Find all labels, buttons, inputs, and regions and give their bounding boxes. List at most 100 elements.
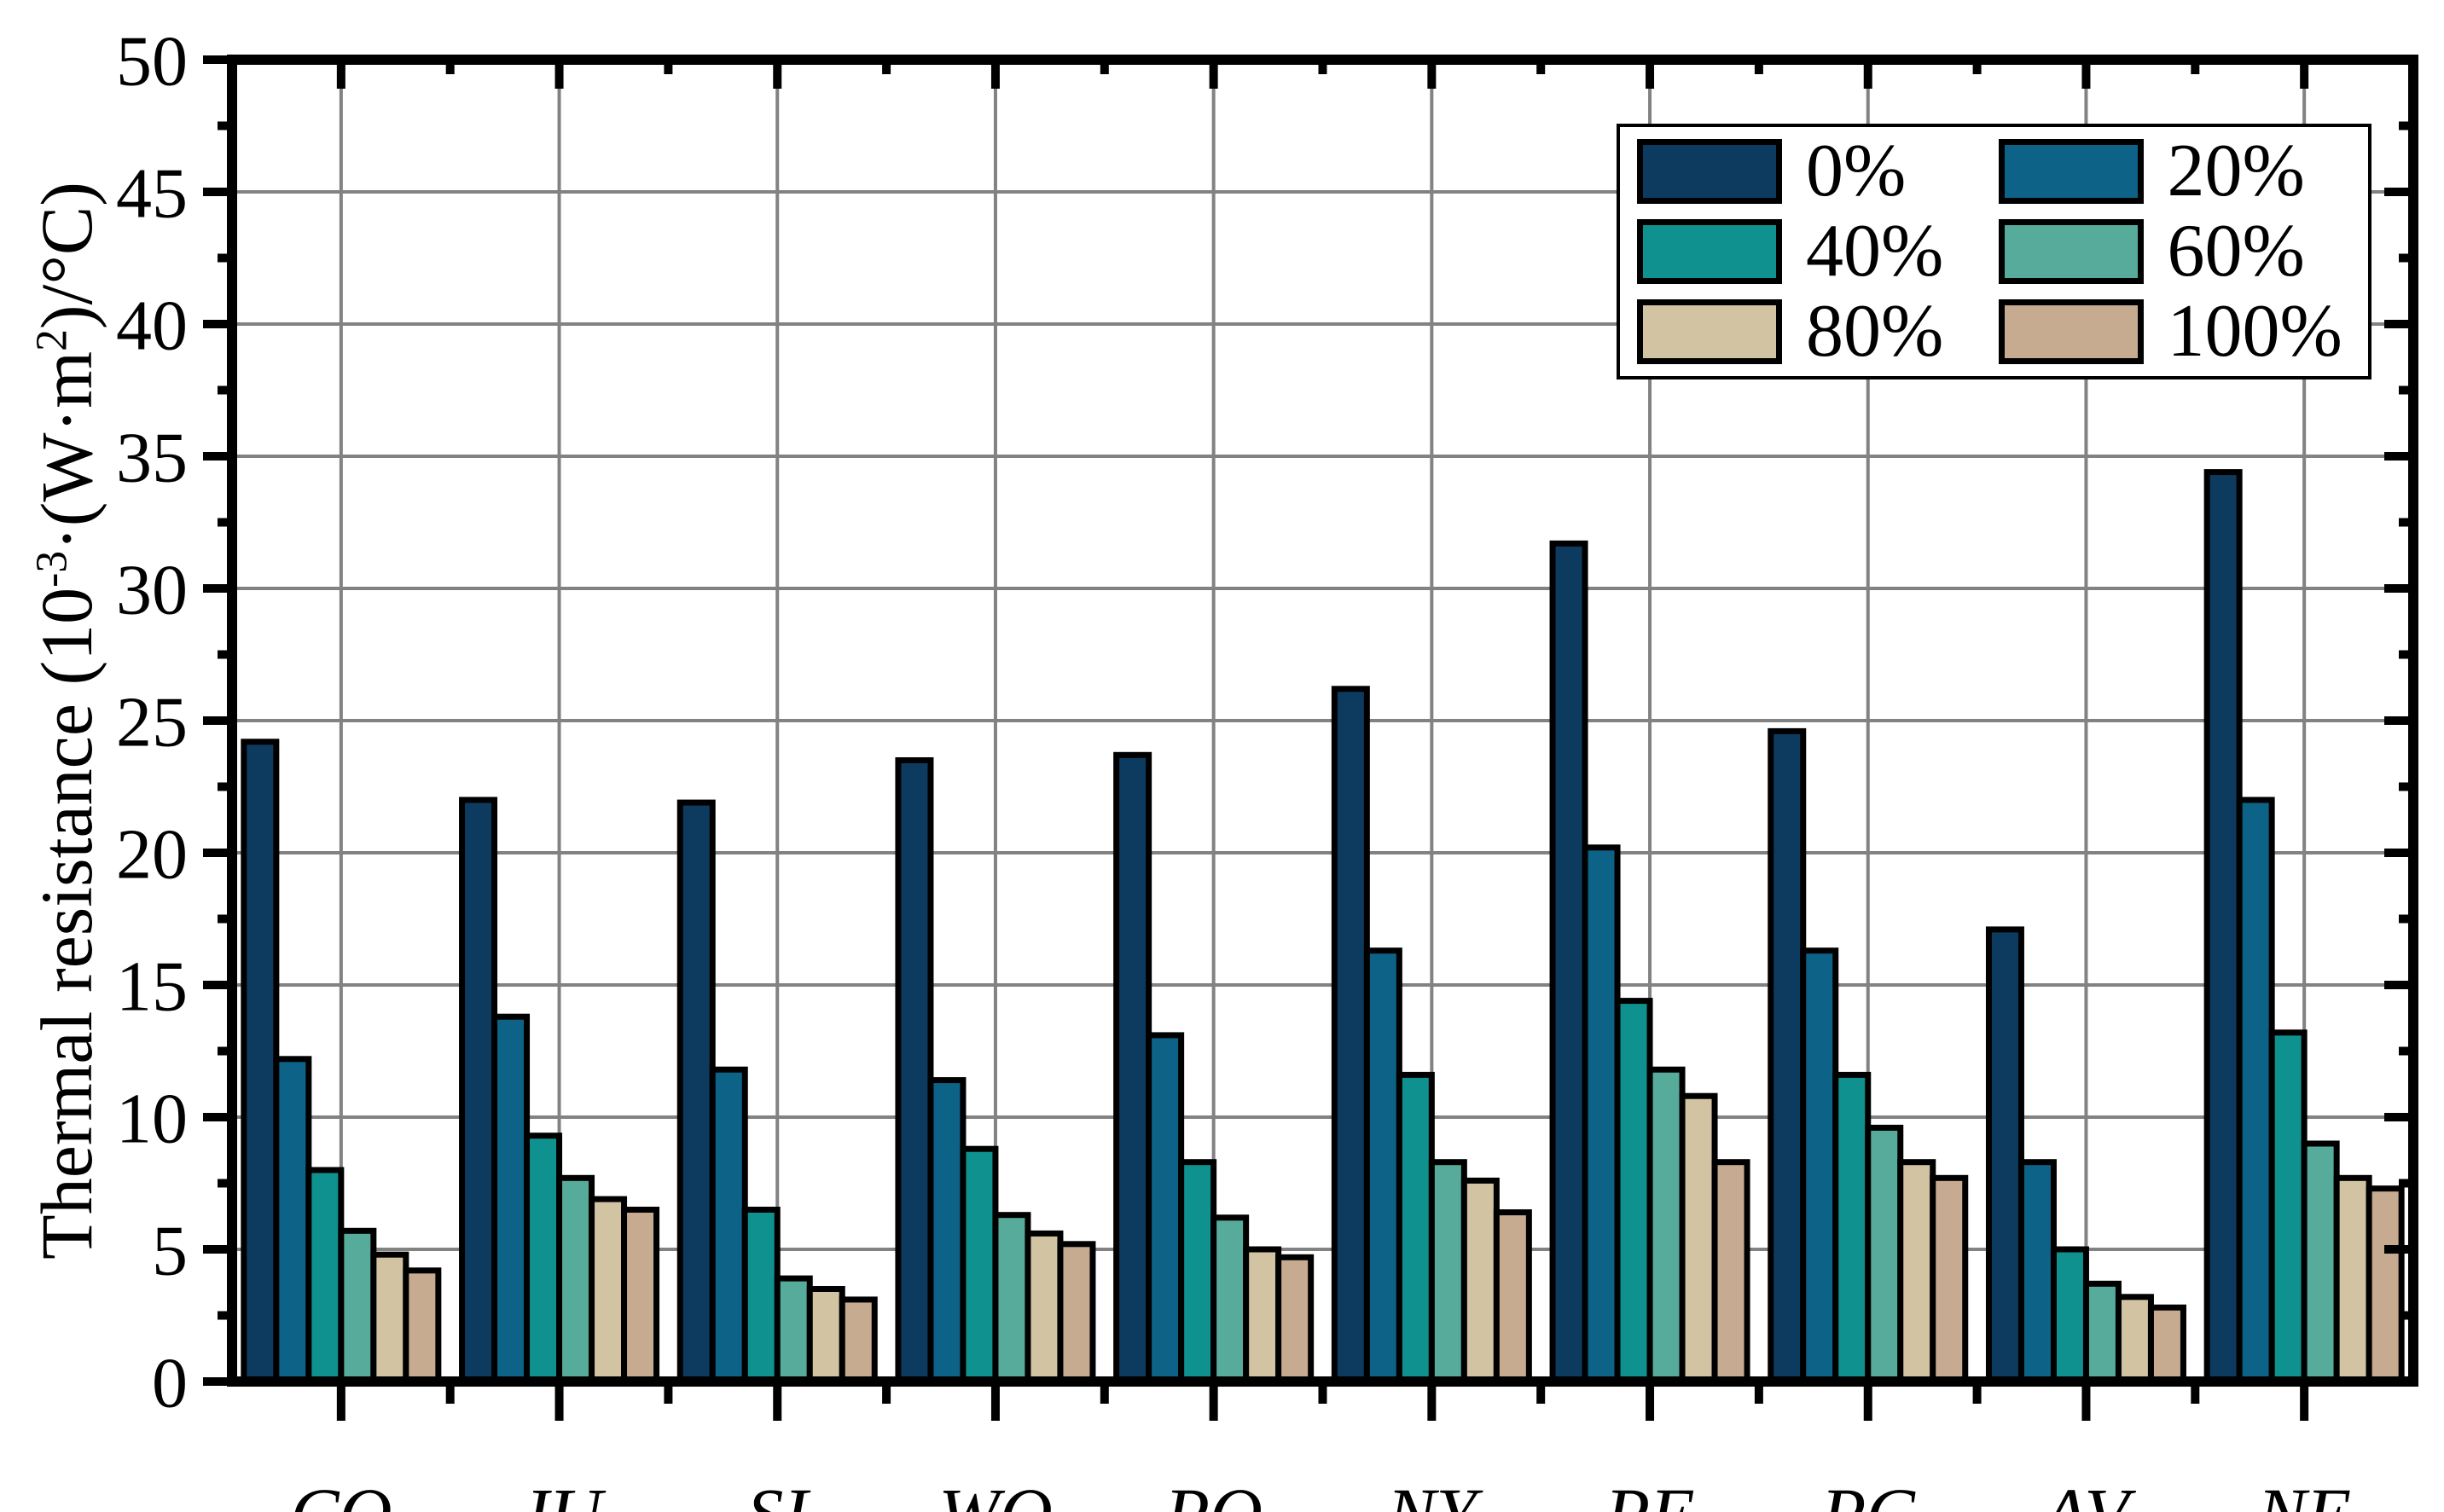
bar-NE-40%	[2268, 1029, 2308, 1385]
bar-PE-0%	[1549, 540, 1588, 1385]
y-axis-title-sup: 2	[27, 329, 77, 351]
y-axis-title: Thermal resistance (10-3·(W·m2)/°C)	[24, 182, 109, 1260]
y-tick-label: 15	[116, 947, 188, 1026]
bar-JU-0%	[459, 797, 498, 1385]
legend-item-40pct: 40%	[1637, 210, 1999, 293]
legend-item-100pct: 100%	[1998, 290, 2360, 373]
bar-NE-0%	[2203, 469, 2243, 1385]
bar-NY-0%	[1331, 686, 1370, 1385]
bar-JU-60%	[556, 1174, 595, 1385]
bar-NE-60%	[2301, 1140, 2340, 1385]
bar-PE-60%	[1646, 1066, 1686, 1385]
bar-NE-20%	[2236, 797, 2275, 1385]
legend-item-60pct: 60%	[1998, 210, 2360, 293]
legend-item-20pct: 20%	[1998, 130, 2360, 212]
y-axis-title-part: ·(W·m	[26, 350, 107, 551]
bar-JU-100%	[621, 1207, 660, 1385]
legend: 0% 20% 40% 60% 80% 100%	[1617, 124, 2371, 379]
bar-PC-40%	[1832, 1071, 1872, 1385]
x-category-label: CO	[290, 1473, 392, 1512]
bar-NY-40%	[1396, 1071, 1435, 1385]
y-axis-title-sup: -3	[27, 550, 77, 588]
bar-WO-100%	[1057, 1241, 1096, 1385]
y-tick-label: 40	[116, 286, 188, 365]
bar-PO-0%	[1113, 751, 1152, 1385]
bar-PC-100%	[1930, 1174, 1969, 1385]
bar-NY-60%	[1428, 1159, 1467, 1385]
x-category-label: AV	[2039, 1473, 2136, 1512]
bar-PE-20%	[1582, 844, 1621, 1385]
bar-NY-80%	[1460, 1177, 1500, 1385]
x-category-label: NY	[1386, 1473, 1483, 1512]
y-tick-label: 0	[152, 1343, 188, 1422]
legend-label: 20%	[2167, 130, 2305, 212]
x-category-label: PO	[1164, 1473, 1263, 1512]
y-tick-label: 25	[116, 682, 188, 762]
bar-CO-80%	[370, 1251, 409, 1385]
bar-WO-40%	[960, 1145, 999, 1385]
legend-item-80pct: 80%	[1637, 290, 1999, 373]
legend-swatch-0pct-icon	[1637, 139, 1782, 204]
legend-label: 0%	[1806, 130, 1907, 212]
bar-CO-40%	[305, 1167, 345, 1385]
bar-AV-20%	[2017, 1159, 2057, 1385]
bar-SI-20%	[709, 1066, 748, 1385]
bar-PE-100%	[1711, 1159, 1750, 1385]
x-category-label: NE	[2256, 1473, 2351, 1512]
y-tick-label: 30	[116, 550, 188, 629]
bar-SI-100%	[839, 1296, 878, 1385]
legend-label: 60%	[2167, 210, 2305, 293]
legend-label: 80%	[1806, 290, 1944, 373]
x-category-label: JU	[516, 1473, 606, 1512]
bar-CO-60%	[338, 1227, 377, 1385]
bar-PC-20%	[1800, 947, 1839, 1385]
bar-AV-100%	[2147, 1304, 2186, 1385]
x-category-label: PE	[1605, 1473, 1695, 1512]
bar-NE-80%	[2333, 1174, 2372, 1385]
bar-AV-60%	[2082, 1280, 2122, 1385]
bar-PO-100%	[1275, 1254, 1315, 1385]
bar-CO-20%	[273, 1056, 312, 1385]
bar-SI-0%	[676, 799, 716, 1385]
legend-label: 40%	[1806, 210, 1944, 293]
bar-CO-100%	[403, 1267, 442, 1385]
bar-SI-80%	[806, 1286, 845, 1385]
bar-NY-20%	[1363, 947, 1402, 1385]
y-tick-label: 10	[116, 1079, 188, 1158]
legend-item-0pct: 0%	[1637, 130, 1999, 212]
x-category-label: SI	[746, 1473, 810, 1512]
bar-SI-40%	[741, 1207, 781, 1385]
x-category-label: PC	[1820, 1473, 1917, 1512]
bar-PO-60%	[1210, 1214, 1250, 1385]
bar-PO-20%	[1146, 1032, 1185, 1385]
bar-NY-100%	[1493, 1209, 1532, 1385]
y-tick-label: 50	[116, 21, 188, 101]
bar-PC-60%	[1865, 1124, 1904, 1385]
bar-AV-80%	[2115, 1294, 2154, 1385]
legend-swatch-40pct-icon	[1637, 219, 1782, 284]
legend-swatch-60pct-icon	[1998, 219, 2144, 284]
bar-PO-40%	[1178, 1159, 1217, 1385]
legend-swatch-80pct-icon	[1637, 299, 1782, 364]
bar-PO-80%	[1243, 1246, 1282, 1385]
legend-swatch-100pct-icon	[1998, 299, 2144, 364]
bar-JU-40%	[524, 1133, 563, 1385]
bar-WO-60%	[992, 1212, 1031, 1385]
bar-AV-40%	[2050, 1246, 2089, 1385]
y-tick-label: 45	[116, 154, 188, 233]
bar-NE-100%	[2366, 1185, 2405, 1385]
y-tick-label: 20	[116, 814, 188, 894]
bar-WO-0%	[895, 757, 934, 1385]
legend-swatch-20pct-icon	[1998, 139, 2144, 204]
bar-PE-80%	[1679, 1092, 1718, 1385]
bar-PC-80%	[1897, 1159, 1936, 1385]
bar-WO-20%	[927, 1077, 967, 1385]
y-axis-title-part: )/°C)	[26, 182, 107, 330]
y-axis-title-part: Thermal resistance (10	[26, 587, 107, 1260]
legend-label: 100%	[2167, 290, 2342, 373]
x-category-label: WO	[938, 1473, 1053, 1512]
bar-PE-40%	[1614, 998, 1653, 1385]
bar-JU-80%	[589, 1196, 628, 1385]
